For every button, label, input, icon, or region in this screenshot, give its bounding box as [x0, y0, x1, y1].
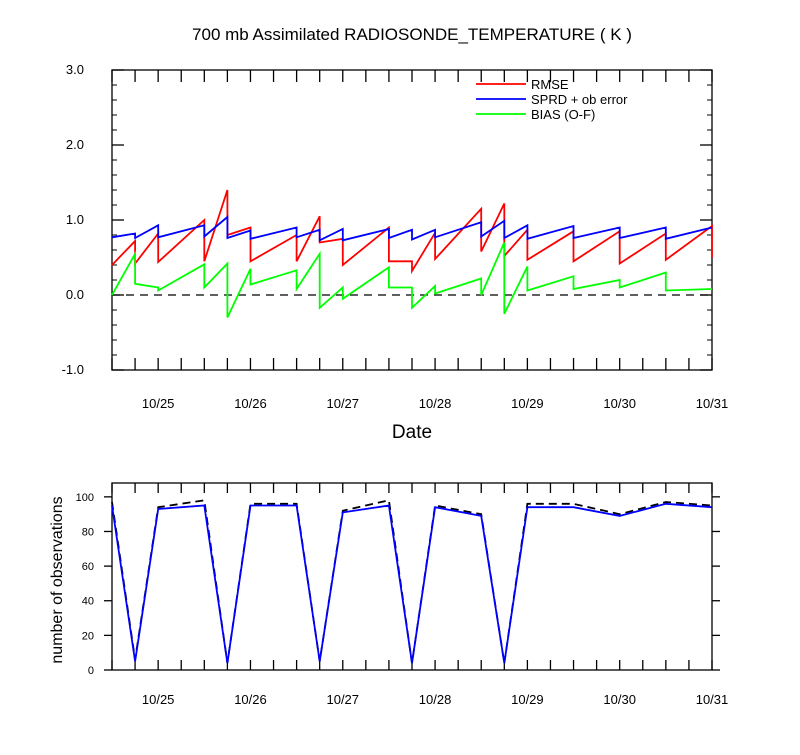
x-tick-label: 10/28	[419, 396, 452, 411]
x-tick-label: 10/28	[419, 692, 452, 707]
series-rmse	[111, 189, 713, 275]
x-tick-label: 10/25	[142, 396, 175, 411]
chart-title: 700 mb Assimilated RADIOSONDE_TEMPERATUR…	[192, 25, 632, 44]
x-tick-label: 10/31	[696, 692, 729, 707]
legend-label: RMSE	[531, 77, 569, 92]
series-bias-o-f	[111, 242, 713, 318]
series-sprd-ob-error	[111, 215, 713, 242]
x-tick-label: 10/26	[234, 396, 267, 411]
y-tick-label: 0.0	[66, 287, 84, 302]
y-tick-label: 2.0	[66, 137, 84, 152]
x-tick-label: 10/31	[696, 396, 729, 411]
x-tick-label: 10/26	[234, 692, 267, 707]
x-tick-label: 10/27	[326, 692, 359, 707]
bottom-plot-area: 10/25 10/26 10/27 10/28 10/29 10/30 10/31 0 20 40…	[76, 482, 729, 707]
legend-label: BIAS (O-F)	[531, 107, 595, 122]
plot-frame	[111, 482, 713, 671]
x-tick-label: 10/30	[603, 396, 636, 411]
x-tick-label: 10/27	[326, 396, 359, 411]
plot-frame	[111, 69, 713, 371]
series-line-0	[111, 499, 713, 664]
y-tick-label: 20	[82, 630, 94, 642]
y-tick-label: 3.0	[66, 62, 84, 77]
y-tick-label: 100	[76, 492, 94, 504]
top-plot-area: 10/25 10/26 10/27 10/28 10/29 10/30 10/31 -1.0 0…	[62, 62, 729, 411]
legend-label: SPRD + ob error	[531, 92, 628, 107]
y-tick-label: 80	[82, 526, 94, 538]
y-axis-label-bottom: number of observations	[49, 496, 66, 663]
y-tick-label: 0	[88, 665, 94, 677]
y-tick-label: 60	[82, 561, 94, 573]
x-tick-label: 10/29	[511, 692, 544, 707]
series-line-1	[111, 502, 713, 664]
x-axis-label: Date	[392, 422, 432, 443]
x-tick-label: 10/29	[511, 396, 544, 411]
x-tick-label: 10/25	[142, 692, 175, 707]
y-tick-label: 40	[82, 596, 94, 608]
y-tick-label: -1.0	[62, 362, 84, 377]
x-tick-label: 10/30	[603, 692, 636, 707]
y-tick-label: 1.0	[66, 212, 84, 227]
